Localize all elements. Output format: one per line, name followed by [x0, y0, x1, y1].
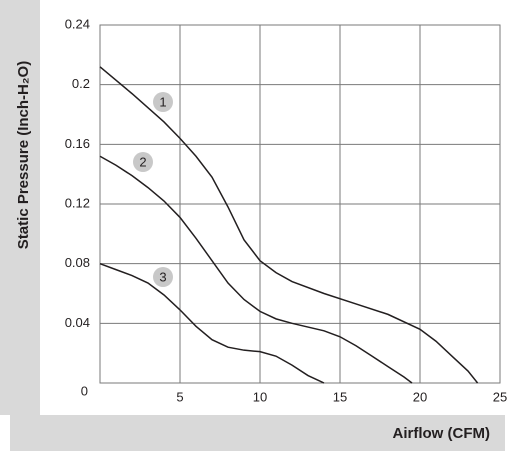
y-tick-label: 0.12 [65, 195, 90, 210]
curve [99, 66, 479, 384]
y-tick-label: 0.2 [72, 76, 90, 91]
x-label-band [10, 415, 505, 451]
y-tick-label: 0.08 [65, 255, 90, 270]
x-tick-label: 25 [493, 389, 507, 404]
y-tick-label: 0.24 [65, 16, 90, 31]
curve-label: 2 [139, 154, 146, 169]
x-tick-label: 20 [413, 389, 427, 404]
x-axis-title: Airflow (CFM) [393, 425, 490, 442]
curve-badge [133, 152, 153, 172]
curve [99, 262, 325, 384]
curve-badge [153, 267, 173, 287]
x-tick-label: 15 [333, 389, 347, 404]
x-tick-label: 10 [253, 389, 267, 404]
curve-label: 3 [159, 269, 166, 284]
y-tick-label: 0 [81, 383, 88, 398]
curve-label: 1 [159, 94, 166, 109]
curve-badge [153, 92, 173, 112]
y-axis-title: Static Pressure (Inch-H₂O) [15, 61, 32, 249]
y-tick-label: 0.16 [65, 136, 90, 151]
y-tick-label: 0.04 [65, 315, 90, 330]
y-label-band [0, 0, 40, 415]
curve [99, 155, 413, 384]
x-tick-label: 5 [176, 389, 183, 404]
